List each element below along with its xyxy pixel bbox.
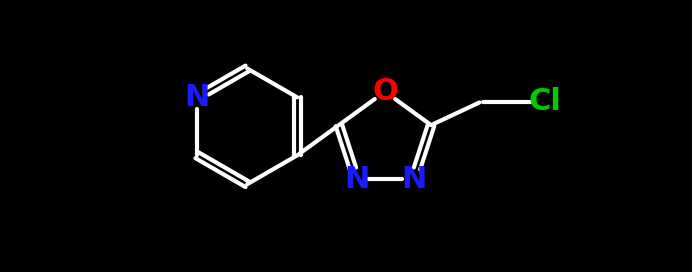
Text: Cl: Cl — [529, 87, 561, 116]
Text: N: N — [344, 165, 369, 194]
Text: N: N — [401, 165, 426, 194]
Text: O: O — [372, 77, 398, 106]
Text: N: N — [184, 83, 210, 112]
